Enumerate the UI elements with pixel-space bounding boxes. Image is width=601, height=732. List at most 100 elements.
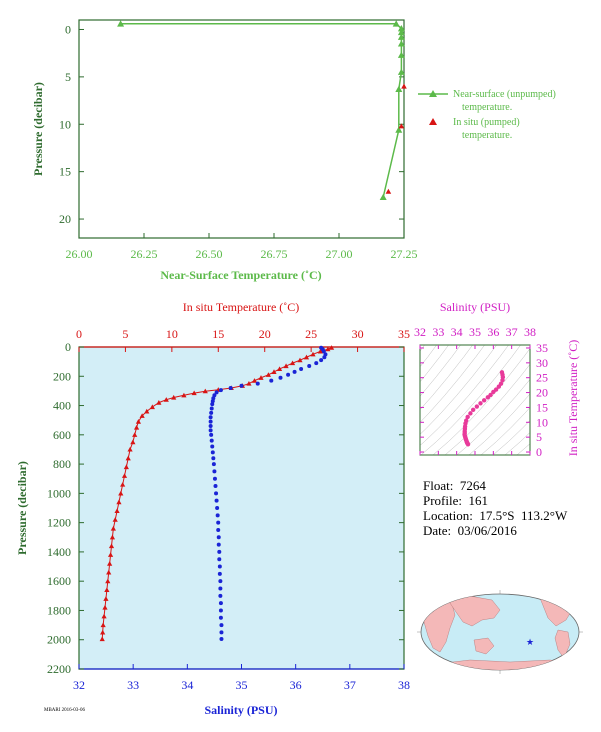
ns-y-tick-label: 10 bbox=[59, 117, 71, 131]
salinity-point bbox=[218, 388, 223, 393]
temperature-point bbox=[139, 413, 145, 418]
float-location-marker: ★ bbox=[526, 637, 534, 647]
salinity-point bbox=[299, 366, 304, 371]
salinity-point bbox=[218, 608, 223, 613]
ts-point bbox=[485, 395, 491, 400]
profile-sal-tick-label: 34 bbox=[181, 678, 193, 692]
legend-label-near-surface-line2: temperature. bbox=[462, 102, 512, 113]
salinity-point bbox=[214, 390, 219, 395]
temperature-point bbox=[107, 561, 113, 566]
salinity-point bbox=[218, 579, 223, 584]
salinity-point bbox=[219, 630, 224, 635]
ts-point bbox=[478, 401, 483, 406]
ts-y-tick-label: 35 bbox=[536, 341, 548, 355]
temperature-point bbox=[265, 372, 272, 377]
ts-density-contour bbox=[420, 345, 449, 383]
salinity-point bbox=[217, 557, 222, 562]
salinity-point bbox=[286, 372, 291, 377]
ts-y-tick-label: 25 bbox=[536, 371, 548, 385]
salinity-point bbox=[212, 476, 217, 481]
profile-sal-tick-label: 32 bbox=[73, 678, 85, 692]
ts-point bbox=[474, 404, 480, 409]
in-situ-point bbox=[385, 188, 392, 194]
profile-marks bbox=[99, 345, 335, 642]
ns-y-tick-label: 0 bbox=[65, 22, 71, 36]
profile-salinity-ticks: 32 33 34 35 36 37 38 bbox=[73, 664, 410, 692]
legend-label-near-surface-line1: Near-surface (unpumped) bbox=[453, 89, 556, 100]
temperature-point bbox=[101, 613, 107, 619]
temperature-point bbox=[116, 499, 122, 505]
profile-temp-tick-label: 0 bbox=[76, 327, 82, 341]
profile-sal-tick-label: 38 bbox=[398, 678, 410, 692]
near-surface-point bbox=[395, 126, 403, 133]
ns-y-tick-label: 20 bbox=[59, 212, 71, 226]
ns-x-tick-label: 27.25 bbox=[391, 247, 418, 261]
legend-marker-in-situ bbox=[429, 118, 437, 125]
near-surface-y-axis-label: Pressure (decibar) bbox=[31, 82, 45, 176]
temperature-point bbox=[112, 517, 118, 522]
ts-density-contour bbox=[420, 345, 437, 368]
profile-sal-tick-label: 36 bbox=[290, 678, 302, 692]
ts-x-axis-label: Salinity (PSU) bbox=[440, 300, 510, 314]
profile-temperature-ticks: 0 5 10 15 20 25 30 35 bbox=[76, 327, 410, 352]
legend-marker-near-surface bbox=[429, 90, 437, 97]
legend-label-in-situ-line2: temperature. bbox=[462, 130, 512, 141]
ts-point bbox=[491, 389, 496, 395]
salinity-point bbox=[239, 383, 244, 388]
salinity-point bbox=[218, 586, 223, 591]
salinity-point bbox=[218, 601, 223, 606]
ts-point bbox=[496, 384, 502, 389]
ts-density-contour bbox=[420, 345, 461, 397]
salinity-point bbox=[209, 410, 214, 415]
profile-sal-tick-label: 35 bbox=[236, 678, 248, 692]
salinity-point bbox=[212, 469, 217, 474]
salinity-point bbox=[209, 406, 214, 411]
profile-chart: 0200400600800100012001400160018002000220… bbox=[15, 300, 410, 717]
near-surface-point bbox=[397, 68, 405, 75]
salinity-point bbox=[214, 498, 219, 503]
ts-x-ticks: 32 33 34 35 36 37 38 bbox=[414, 325, 536, 455]
salinity-point bbox=[314, 361, 319, 366]
ts-x-tick-label: 38 bbox=[524, 325, 536, 339]
ts-point bbox=[465, 414, 470, 420]
ts-x-tick-label: 37 bbox=[506, 325, 518, 339]
temperature-point bbox=[171, 394, 177, 400]
salinity-point bbox=[319, 358, 324, 363]
salinity-point bbox=[307, 364, 312, 369]
profile-y-tick-label: 1200 bbox=[47, 516, 71, 530]
near-surface-x-axis-label: Near-Surface Temperature (˚C) bbox=[160, 268, 321, 282]
ts-plot-background bbox=[420, 345, 530, 455]
near-surface-legend: Near-surface (unpumped) temperature. In … bbox=[418, 89, 556, 141]
temperature-point bbox=[135, 419, 142, 424]
profile-y-tick-label: 800 bbox=[53, 457, 71, 471]
temperature-point bbox=[105, 578, 111, 584]
ns-x-tick-label: 26.75 bbox=[261, 247, 288, 261]
profile-y-tick-label: 1000 bbox=[47, 486, 71, 500]
temperature-point bbox=[276, 366, 283, 372]
salinity-point bbox=[208, 424, 213, 429]
profile-top-axis-label: In situ Temperature (˚C) bbox=[183, 300, 300, 314]
temperature-point bbox=[125, 455, 131, 461]
temperature-point bbox=[123, 464, 129, 470]
salinity-point bbox=[269, 378, 274, 383]
ts-y-axis-label: In situ Temperature (˚C) bbox=[566, 340, 580, 457]
salinity-point bbox=[210, 444, 215, 449]
ts-x-tick-label: 32 bbox=[414, 325, 426, 339]
temperature-point bbox=[118, 490, 124, 496]
legend-label-in-situ: In situ (pumped) temperature. bbox=[453, 117, 522, 141]
salinity-point bbox=[217, 564, 222, 569]
near-surface-point bbox=[397, 28, 405, 36]
ts-x-tick-label: 36 bbox=[487, 325, 499, 339]
profile-bottom-axis-label: Salinity (PSU) bbox=[204, 703, 277, 717]
profile-temp-tick-label: 30 bbox=[352, 327, 364, 341]
temperature-point bbox=[271, 369, 277, 374]
profile-temp-tick-label: 10 bbox=[166, 327, 178, 341]
temperature-point bbox=[100, 622, 106, 628]
ns-y-tick-label: 15 bbox=[59, 165, 71, 179]
near-surface-x-ticks: 26.00 26.25 26.50 26.75 27.00 27.25 bbox=[66, 233, 418, 261]
salinity-point bbox=[208, 419, 213, 424]
near-surface-point bbox=[379, 193, 387, 201]
